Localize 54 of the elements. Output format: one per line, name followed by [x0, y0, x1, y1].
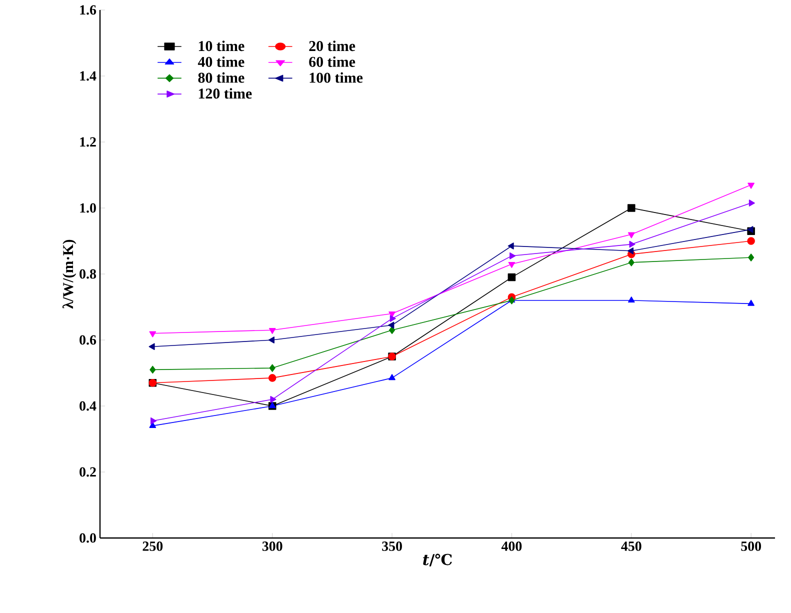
point: [149, 331, 156, 338]
point: [268, 374, 276, 382]
legend-label: 60 time: [309, 56, 356, 67]
point: [748, 254, 754, 262]
point: [508, 273, 516, 282]
y-tick-label: 0.6: [80, 335, 96, 345]
x-tick-label: 300: [262, 542, 282, 551]
y-tick-label: 1.0: [80, 203, 96, 213]
x-tick-label: 250: [142, 542, 163, 551]
point: [389, 326, 396, 334]
y-axis-title: λ/W/(m·K): [62, 240, 76, 309]
point: [388, 374, 396, 380]
x-tick-label: 500: [741, 542, 761, 551]
point: [628, 247, 634, 254]
y-tick-label: 1.4: [80, 71, 96, 81]
point: [150, 417, 157, 424]
point: [748, 200, 755, 206]
x-tick-label: 450: [621, 542, 642, 551]
y-tick-label: 0.0: [80, 533, 96, 543]
point: [388, 322, 394, 329]
legend-label: 80 time: [198, 72, 244, 83]
point: [508, 262, 516, 268]
point: [747, 237, 755, 245]
legend-label: 10 time: [198, 40, 244, 52]
y-tick-label: 0.4: [80, 401, 96, 411]
point: [508, 242, 514, 250]
point: [628, 232, 635, 238]
point: [628, 204, 636, 212]
point: [629, 240, 636, 248]
legend-label: 40 time: [198, 56, 244, 67]
y-tick-label: 0.8: [80, 269, 96, 279]
x-axis-title: t/℃: [423, 554, 452, 566]
point: [270, 396, 276, 403]
point: [510, 252, 516, 260]
point: [269, 364, 276, 372]
x-tick-label: 350: [382, 542, 402, 551]
point: [748, 300, 754, 306]
point: [148, 343, 155, 350]
point: [390, 315, 396, 322]
legend-label: 20 time: [309, 40, 356, 52]
y-tick-label: 0.2: [80, 467, 96, 477]
x-tick-label: 400: [501, 542, 522, 551]
point: [748, 182, 754, 189]
legend-label: 120 time: [198, 88, 252, 99]
y-tick-label: 1.6: [80, 5, 96, 15]
point: [268, 328, 276, 334]
point: [150, 366, 156, 374]
point: [388, 311, 396, 318]
point: [628, 258, 634, 266]
legend-label: 100 time: [310, 72, 363, 83]
y-tick-label: 1.2: [80, 137, 96, 147]
point: [149, 422, 156, 428]
point: [268, 336, 274, 344]
point: [628, 296, 635, 303]
